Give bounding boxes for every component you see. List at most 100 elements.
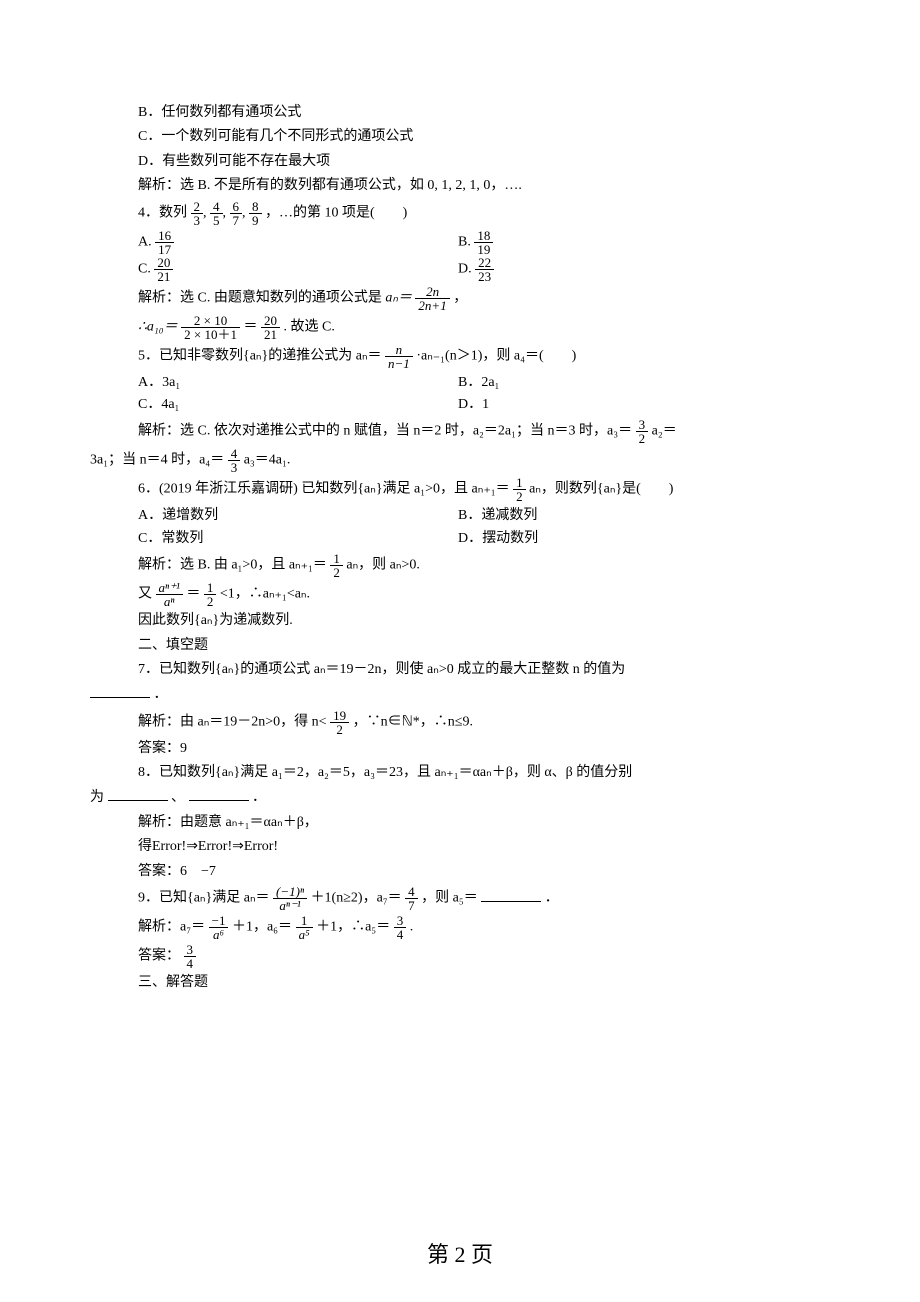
q4-row-cd: C. 2021 D. 2223 xyxy=(90,256,830,283)
q7-analysis-prefix: 解析：由 aₙ＝19－2n>0，得 n< xyxy=(138,714,327,729)
q5-l2-prefix: 3a₁；当 n＝4 时，a₄＝ xyxy=(90,453,224,468)
q4-frac1: 23 xyxy=(191,200,204,227)
q4-stem-prefix: 4．数列 xyxy=(138,205,187,220)
q4-stem-suffix: ，…的第 10 项是( ) xyxy=(265,205,407,220)
q6-stem-prefix: 6．(2019 年浙江乐嘉调研) 已知数列{aₙ}满足 a₁>0，且 aₙ₊₁＝ xyxy=(138,482,510,497)
page-number: 第 2 页 xyxy=(0,1237,920,1272)
q5-option-c: C．4a₁ xyxy=(138,394,458,416)
q3-option-c: C．一个数列可能有几个不同形式的通项公式 xyxy=(90,126,830,148)
q4-option-a: A. 1617 xyxy=(138,229,458,256)
q9-stem: 9．已知{aₙ}满足 aₙ＝ (−1)ⁿaⁿ⁻¹ ＋1(n≥2)，a₇＝ 47 … xyxy=(90,885,830,912)
q5-stem-prefix: 5．已知非零数列{aₙ}的递推公式为 aₙ＝ xyxy=(138,348,382,363)
q9-mid2: ＋1，∴a₅＝ xyxy=(316,920,390,935)
q4-b-label: B. xyxy=(458,234,471,249)
q5-row-ab: A．3a₁ B．2a₁ xyxy=(90,372,830,394)
q9-analysis-prefix: 解析：a₇＝ xyxy=(138,920,205,935)
q5-option-a: A．3a₁ xyxy=(138,372,458,394)
q4-row-ab: A. 1617 B. 1819 xyxy=(90,229,830,256)
q7-analysis-suffix: ，∵n∈ℕ*，∴n≤9. xyxy=(353,714,473,729)
q6-stem: 6．(2019 年浙江乐嘉调研) 已知数列{aₙ}满足 a₁>0，且 aₙ₊₁＝… xyxy=(90,476,830,503)
q4-frac2: 45 xyxy=(210,200,223,227)
q7-stem: 7．已知数列{aₙ}的通项公式 aₙ＝19－2n，则使 aₙ>0 成立的最大正整… xyxy=(90,659,830,681)
q4-c-frac: 2021 xyxy=(154,256,173,283)
q5-analysis-p1: 解析：选 C. 依次对递推公式中的 n 赋值，当 n＝2 时，a₂＝2a₁；当 … xyxy=(138,424,632,439)
q9-analysis: 解析：a₇＝ −1a⁶ ＋1，a₆＝ 1a⁵ ＋1，∴a₅＝ 34 . xyxy=(90,914,830,941)
q8-analysis-2: 得Error!⇒Error!⇒Error! xyxy=(90,836,830,858)
q3-analysis: 解析：选 B. 不是所有的数列都有通项公式，如 0, 1, 2, 1, 0，…. xyxy=(90,175,830,197)
q9-mid1: ＋1，a₆＝ xyxy=(232,920,292,935)
q6-analysis-l1: 解析：选 B. 由 a₁>0，且 aₙ₊₁＝ 12 aₙ，则 aₙ>0. xyxy=(90,552,830,579)
q9-f2: 1a⁵ xyxy=(296,914,313,941)
q9-period: . xyxy=(410,920,414,935)
q4-a-frac: 1617 xyxy=(155,229,174,256)
q4-d-label: D. xyxy=(458,261,472,276)
q8-stem-l2: 为 、 ． xyxy=(90,786,830,809)
q8-answer: 答案：6 −7 xyxy=(90,861,830,883)
q5-stem-mid: ·aₙ₋₁(n＞1)，则 a₄＝( ) xyxy=(416,348,576,363)
q4-analysis-frac: 2n2n+1 xyxy=(415,285,449,312)
q9-answer-prefix: 答案： xyxy=(138,949,180,964)
q5-analysis-l1: 解析：选 C. 依次对递推公式中的 n 赋值，当 n＝2 时，a₂＝2a₁；当 … xyxy=(90,418,830,445)
q6-conclusion: 因此数列{aₙ}为递减数列. xyxy=(90,610,830,632)
q6-analysis-ratio: 又 aⁿ⁺¹aⁿ ＝ 12 <1，∴aₙ₊₁<aₙ. xyxy=(90,581,830,608)
q8-analysis-1: 解析：由题意 aₙ₊₁＝αaₙ＋β， xyxy=(90,812,830,834)
q5-option-b: B．2a₁ xyxy=(458,372,830,394)
q6-stem-suffix: aₙ，则数列{aₙ}是( ) xyxy=(529,482,673,497)
q9-stem-mid: ＋1(n≥2)，a₇＝ xyxy=(311,891,402,906)
page-container: B．任何数列都有通项公式 C．一个数列可能有几个不同形式的通项公式 D．有些数列… xyxy=(0,0,920,1302)
q5-analysis-l2: 3a₁；当 n＝4 时，a₄＝ 43 a₃＝4a₁. xyxy=(90,447,830,474)
q9-f3: 34 xyxy=(394,914,407,941)
q4-analysis-prefix: 解析：选 C. 由题意知数列的通项公式是 xyxy=(138,290,385,305)
q5-a3-frac: 32 xyxy=(636,418,649,445)
q8-stem-l1: 8．已知数列{aₙ}满足 a₁＝2，a₂＝5，a₃＝23，且 aₙ₊₁＝αaₙ＋… xyxy=(90,762,830,784)
q7-blank-line: ． xyxy=(90,683,830,706)
section3-heading: 三、解答题 xyxy=(90,972,830,994)
q4-an: aₙ＝ xyxy=(385,290,412,305)
q8-stem-l2-suffix: ． xyxy=(252,790,266,805)
q9-blank xyxy=(481,887,541,902)
section2-heading: 二、填空题 xyxy=(90,635,830,657)
q6-option-b: B．递减数列 xyxy=(458,505,830,527)
q6-option-a: A．递增数列 xyxy=(138,505,458,527)
q6-ratio-eq: ＝ xyxy=(186,587,200,602)
q4-calc2: 2021 xyxy=(261,314,280,341)
q8-sep: 、 xyxy=(171,790,185,805)
q4-analysis: 解析：选 C. 由题意知数列的通项公式是 aₙ＝ 2n2n+1 ， xyxy=(90,285,830,312)
q4-option-c: C. 2021 xyxy=(138,256,458,283)
q6-ratio-suffix: <1，∴aₙ₊₁<aₙ. xyxy=(220,587,310,602)
q4-analysis-comma: ， xyxy=(453,290,467,305)
q4-d-frac: 2223 xyxy=(475,256,494,283)
q9-ans-frac: 34 xyxy=(184,943,197,970)
q5-frac: nn−1 xyxy=(385,343,413,370)
q6-ratio-half: 12 xyxy=(204,581,217,608)
q4-calc1: 2 × 102 × 10＋1 xyxy=(181,314,240,341)
q7-frac: 192 xyxy=(330,709,349,736)
q9-frac2: 47 xyxy=(405,885,418,912)
q4-stem: 4．数列 23, 45, 67, 89 ，…的第 10 项是( ) xyxy=(90,200,830,227)
q4-tail: . 故选 C. xyxy=(284,319,335,334)
q4-c-label: C. xyxy=(138,261,151,276)
q4-b-frac: 1819 xyxy=(474,229,493,256)
q6-option-c: C．常数列 xyxy=(138,528,458,550)
q7-analysis: 解析：由 aₙ＝19－2n>0，得 n< 192 ，∵n∈ℕ*，∴n≤9. xyxy=(90,709,830,736)
q4-calc: ∴a₁₀＝ 2 × 102 × 10＋1 ＝ 2021 . 故选 C. xyxy=(90,314,830,341)
q5-option-d: D．1 xyxy=(458,394,830,416)
q8-blank-2 xyxy=(189,786,249,801)
q5-a4-frac: 43 xyxy=(228,447,241,474)
q7-answer: 答案：9 xyxy=(90,738,830,760)
q6-row-cd: C．常数列 D．摆动数列 xyxy=(90,528,830,550)
q8-stem-l2-prefix: 为 xyxy=(90,790,104,805)
q6-analysis-p1: 解析：选 B. 由 a₁>0，且 aₙ₊₁＝ xyxy=(138,558,327,573)
q7-blank-tail: ． xyxy=(154,687,168,702)
q6-ratio-prefix: 又 xyxy=(138,587,152,602)
q9-stem-prefix: 9．已知{aₙ}满足 aₙ＝ xyxy=(138,891,270,906)
q4-option-b: B. 1819 xyxy=(458,229,830,256)
q3-option-d: D．有些数列可能不存在最大项 xyxy=(90,151,830,173)
q9-tail: ． xyxy=(545,891,559,906)
q6-analysis-p1b: aₙ，则 aₙ>0. xyxy=(346,558,419,573)
q4-eq: ＝ xyxy=(244,319,258,334)
q4-option-d: D. 2223 xyxy=(458,256,830,283)
q9-answer: 答案： 34 xyxy=(90,943,830,970)
q9-stem-suffix: ，则 a₅＝ xyxy=(421,891,478,906)
q8-blank-1 xyxy=(108,786,168,801)
